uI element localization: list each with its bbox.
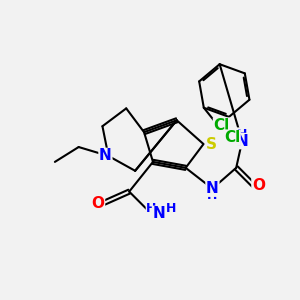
- Text: N: N: [206, 181, 219, 196]
- Text: O: O: [92, 196, 104, 211]
- Text: N: N: [236, 134, 248, 148]
- Text: O: O: [252, 178, 265, 193]
- Text: Cl: Cl: [214, 118, 230, 133]
- Text: N: N: [99, 148, 112, 164]
- Text: H: H: [207, 189, 218, 202]
- Text: H: H: [166, 202, 176, 215]
- Text: S: S: [206, 136, 216, 152]
- Text: H: H: [237, 128, 247, 141]
- Text: Cl: Cl: [224, 130, 240, 145]
- Text: N: N: [152, 206, 165, 221]
- Text: H: H: [146, 202, 157, 215]
